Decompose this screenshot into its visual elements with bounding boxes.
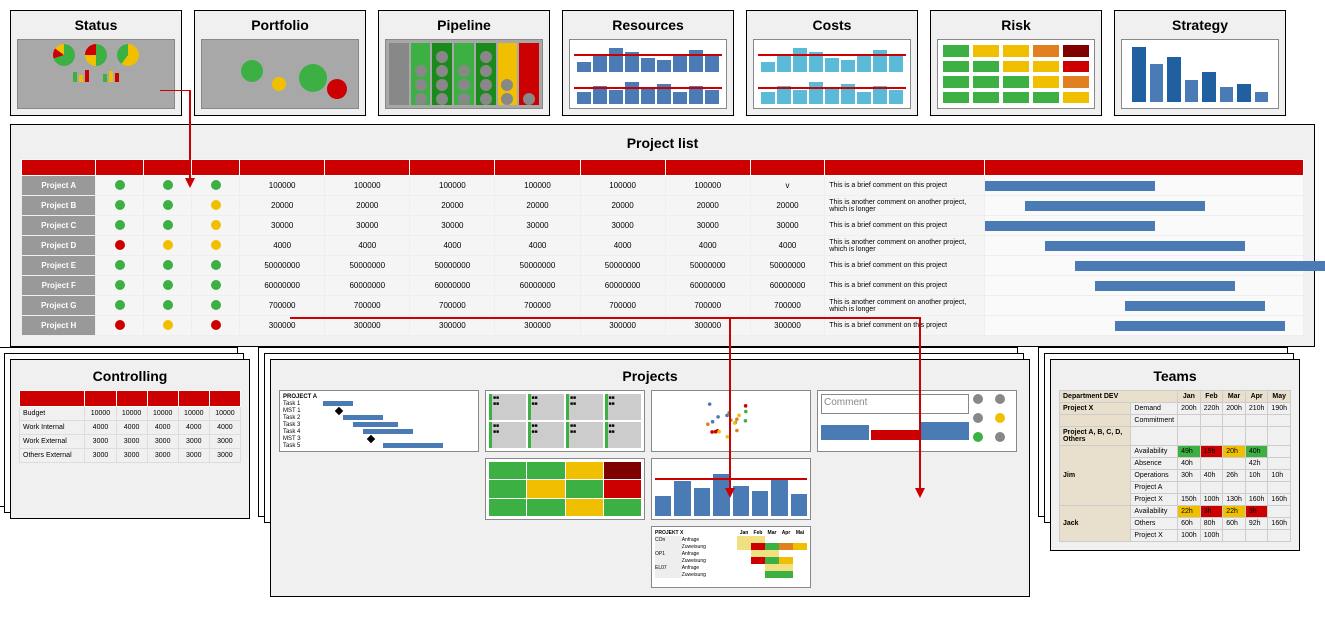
panel-title: Status [75,17,118,33]
barchart-card[interactable] [651,458,811,520]
project-list-title: Project list [21,135,1304,151]
teams-table-wrap: Department DEVJanFebMarAprMayProject XDe… [1059,390,1291,542]
table-row: Budget1000010000100001000010000 [20,407,241,421]
top-panels-row: Status Portfolio Pipeline Resources Cost… [10,10,1315,116]
project-list-table: Project A1000001000001000001000001000001… [21,159,1304,336]
teams-panel[interactable]: Teams Department DEVJanFebMarAprMayProje… [1050,359,1300,551]
status-thumb [17,39,175,109]
comment-card[interactable]: Comment [817,390,1017,452]
panel-strategy[interactable]: Strategy [1114,10,1286,116]
panel-title: Pipeline [437,17,491,33]
table-row[interactable]: Project B2000020000200002000020000200002… [22,196,1304,216]
projects-grid: PROJECT ATask 1MST 1Task 2Task 3Task 4MS… [279,390,1021,588]
resources-thumb [569,39,727,109]
portfolio-thumb [201,39,359,109]
table-row[interactable]: Project H3000003000003000003000003000003… [22,316,1304,336]
panel-portfolio[interactable]: Portfolio [194,10,366,116]
projects-stack: Projects PROJECT ATask 1MST 1Task 2Task … [270,359,1030,597]
table-row[interactable]: Project C3000030000300003000030000300003… [22,216,1304,236]
project-list-panel: Project list Project A100000100000100000… [10,124,1315,347]
panel-pipeline[interactable]: Pipeline [378,10,550,116]
table-row[interactable]: Project A1000001000001000001000001000001… [22,176,1304,196]
scatter-card[interactable] [651,390,811,452]
costs-thumb [753,39,911,109]
panel-title: Risk [1001,17,1031,33]
panel-resources[interactable]: Resources [562,10,734,116]
panel-title: Resources [612,17,684,33]
teams-stack: Teams Department DEVJanFebMarAprMayProje… [1050,359,1300,597]
panel-costs[interactable]: Costs [746,10,918,116]
table-row: Work Internal40004000400040004000 [20,421,241,435]
table-row: Work External30003000300030003000 [20,435,241,449]
table-row[interactable]: Project F6000000060000000600000006000000… [22,276,1304,296]
controlling-stack: Controlling Budget1000010000100001000010… [10,359,250,597]
panel-title: Costs [813,17,852,33]
table-row[interactable]: Project D4000400040004000400040004000Thi… [22,236,1304,256]
table-row[interactable]: Project E5000000050000000500000005000000… [22,256,1304,276]
controlling-panel[interactable]: Controlling Budget1000010000100001000010… [10,359,250,519]
strategy-thumb [1121,39,1279,109]
projects-panel[interactable]: Projects PROJECT ATask 1MST 1Task 2Task … [270,359,1030,597]
bottom-row: Controlling Budget1000010000100001000010… [10,359,1315,597]
projekt-x-card[interactable]: PROJEKT XJanFebMarAprMaiCOnAnfrageZuweis… [651,526,811,588]
gantt-card[interactable]: PROJECT ATask 1MST 1Task 2Task 3Task 4MS… [279,390,479,452]
pipeline-thumb [385,39,543,109]
controlling-table: Budget1000010000100001000010000Work Inte… [19,390,241,463]
treemap-card[interactable] [485,458,645,520]
risk-thumb [937,39,1095,109]
panel-title: Strategy [1172,17,1228,33]
table-row: Others External30003000300030003000 [20,449,241,463]
panel-title: Portfolio [251,17,309,33]
table-row[interactable]: Project G7000007000007000007000007000007… [22,296,1304,316]
projects-title: Projects [279,368,1021,384]
panel-status[interactable]: Status [10,10,182,116]
teams-title: Teams [1059,368,1291,384]
panel-risk[interactable]: Risk [930,10,1102,116]
controlling-title: Controlling [19,368,241,384]
kanban-card[interactable]: ■■■■■■■■■■■■■■■■■■■■■■■■■■■■■■■■ [485,390,645,452]
